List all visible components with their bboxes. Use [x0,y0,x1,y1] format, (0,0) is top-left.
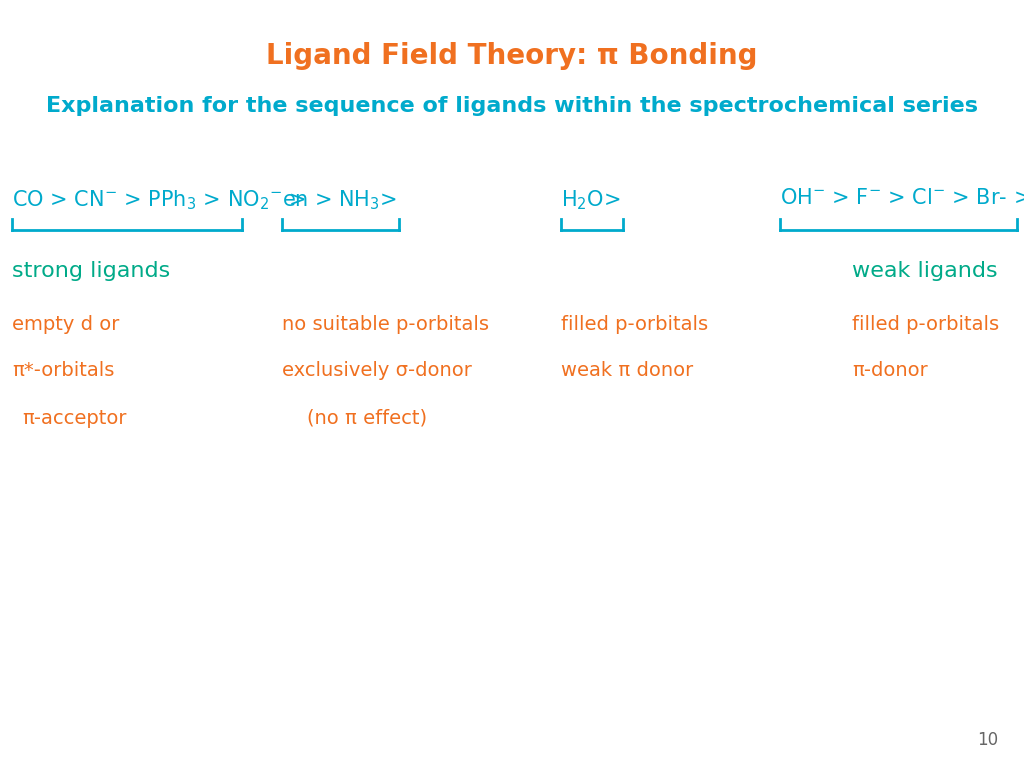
Text: CO > CN$^{-}$ > PPh$_{3}$ > NO$_{2}$$^{-}$ >: CO > CN$^{-}$ > PPh$_{3}$ > NO$_{2}$$^{-… [12,188,306,212]
Text: π-acceptor: π-acceptor [23,409,127,428]
Text: π-donor: π-donor [852,361,928,380]
Text: weak ligands: weak ligands [852,261,997,281]
Text: (no π effect): (no π effect) [307,409,427,428]
Text: filled p-orbitals: filled p-orbitals [852,315,999,334]
Text: π*-orbitals: π*-orbitals [12,361,115,380]
Text: strong ligands: strong ligands [12,261,171,281]
Text: exclusively σ-donor: exclusively σ-donor [282,361,471,380]
Text: H$_{2}$O>: H$_{2}$O> [561,188,621,212]
Text: weak π donor: weak π donor [561,361,693,380]
Text: empty d or: empty d or [12,315,120,334]
Text: OH$^{-}$ > F$^{-}$ > Cl$^{-}$ > Br- > I$^{-}$: OH$^{-}$ > F$^{-}$ > Cl$^{-}$ > Br- > I$… [780,188,1024,208]
Text: 10: 10 [977,731,998,749]
Text: en > NH$_{3}$>: en > NH$_{3}$> [282,188,396,212]
Text: Ligand Field Theory: π Bonding: Ligand Field Theory: π Bonding [266,42,758,70]
Text: filled p-orbitals: filled p-orbitals [561,315,709,334]
Text: no suitable p-orbitals: no suitable p-orbitals [282,315,488,334]
Text: Explanation for the sequence of ligands within the spectrochemical series: Explanation for the sequence of ligands … [46,96,978,116]
